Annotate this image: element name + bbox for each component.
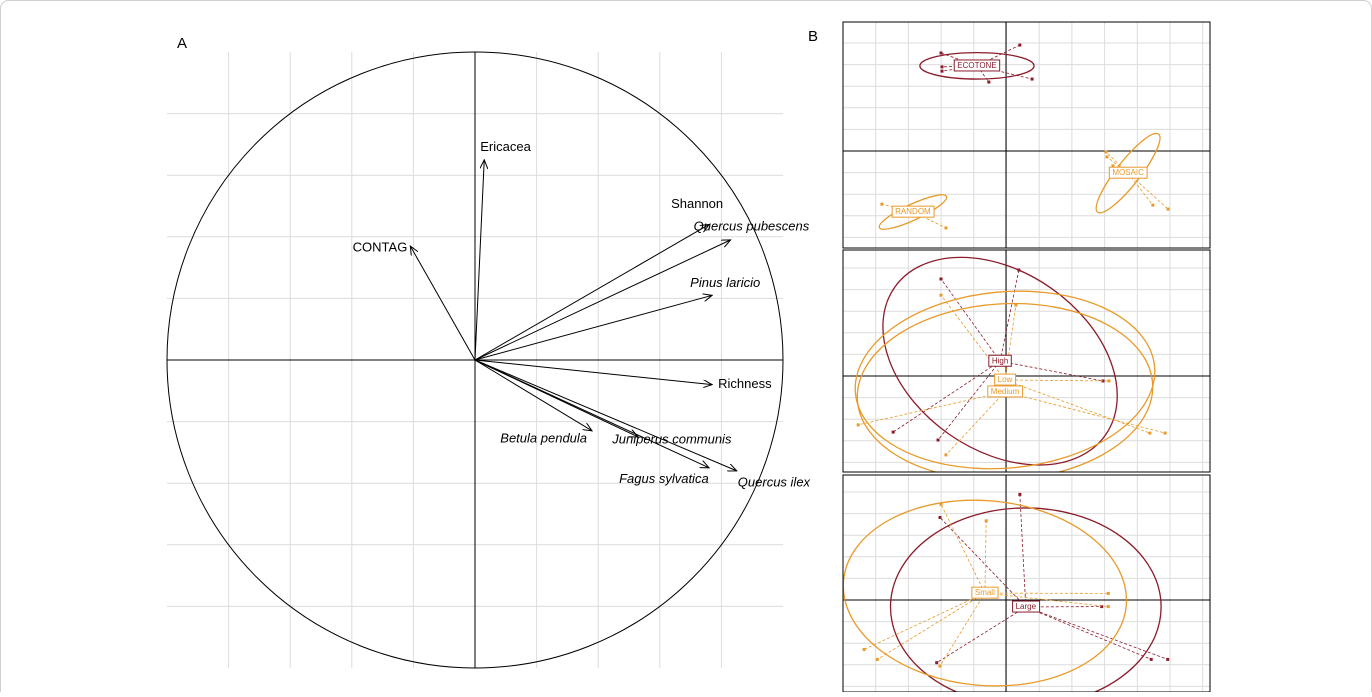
group-label: High: [992, 356, 1008, 365]
spoke: [941, 279, 1000, 361]
panel-label: B: [808, 28, 818, 45]
spoke: [1020, 494, 1026, 607]
point: [1164, 432, 1167, 435]
point: [939, 51, 942, 54]
point: [1150, 658, 1153, 661]
point: [1167, 208, 1170, 211]
loading-arrow: [475, 224, 709, 360]
group-label: Medium: [991, 387, 1020, 396]
point: [1018, 44, 1021, 47]
spoke: [940, 593, 985, 666]
spoke: [941, 504, 985, 593]
point: [880, 203, 883, 206]
point: [892, 431, 895, 434]
spoke: [1026, 607, 1151, 659]
point: [1018, 493, 1021, 496]
point: [1151, 204, 1154, 207]
spoke: [937, 607, 1026, 663]
loading-arrow: [475, 360, 709, 468]
point: [939, 516, 942, 519]
spoke: [1005, 380, 1150, 433]
group-label: Small: [975, 588, 995, 597]
loading-arrow: [475, 240, 731, 360]
point: [1031, 78, 1034, 81]
spoke: [941, 295, 1005, 380]
loading-arrow: [475, 360, 737, 471]
spoke: [938, 361, 1000, 440]
group-label: ECOTONE: [957, 61, 996, 70]
subpanel: ECOTONE MOSAIC RANDOM: [843, 21, 1210, 248]
vector-label: Quercus pubescens: [694, 218, 810, 233]
group-label: RANDOM: [895, 207, 931, 216]
vector-label: Richness: [718, 376, 772, 391]
point: [944, 453, 947, 456]
point: [987, 81, 990, 84]
point: [1104, 150, 1107, 153]
vector-label: Ericacea: [480, 139, 531, 154]
vector-label: Shannon: [671, 196, 723, 211]
point: [940, 65, 943, 68]
point: [857, 423, 860, 426]
subpanel: High Low Medium: [843, 214, 1210, 508]
point: [939, 294, 942, 297]
loading-arrow: [410, 246, 475, 360]
point: [939, 277, 942, 280]
spoke: [946, 392, 1005, 455]
subpanel: Large Small: [835, 470, 1210, 692]
point: [944, 226, 947, 229]
point: [985, 519, 988, 522]
group-label: Low: [998, 375, 1013, 384]
group-label: Large: [1016, 602, 1037, 611]
point: [1166, 658, 1169, 661]
spoke: [1005, 380, 1109, 381]
panel-label: A: [177, 35, 187, 52]
point: [1107, 605, 1110, 608]
point: [863, 648, 866, 651]
loading-arrow: [475, 295, 712, 360]
loading-arrow: [475, 360, 712, 385]
vector-label: Quercus ilex: [738, 474, 811, 489]
vector-label: Betula pendula: [500, 430, 587, 445]
point: [939, 503, 942, 506]
point: [876, 658, 879, 661]
vector-label: CONTAG: [353, 239, 408, 254]
vector-label: Fagus sylvatica: [619, 471, 709, 486]
point: [1017, 269, 1020, 272]
point: [935, 661, 938, 664]
group-label: MOSAIC: [1112, 168, 1144, 177]
vector-label: Juniperus communis: [611, 431, 732, 446]
point: [1105, 155, 1108, 158]
point: [939, 665, 942, 668]
point: [1107, 379, 1110, 382]
point: [1148, 432, 1151, 435]
point: [937, 439, 940, 442]
vector-label: Pinus laricio: [690, 275, 760, 290]
loading-arrow: [475, 160, 484, 360]
point: [940, 70, 943, 73]
point: [1107, 592, 1110, 595]
